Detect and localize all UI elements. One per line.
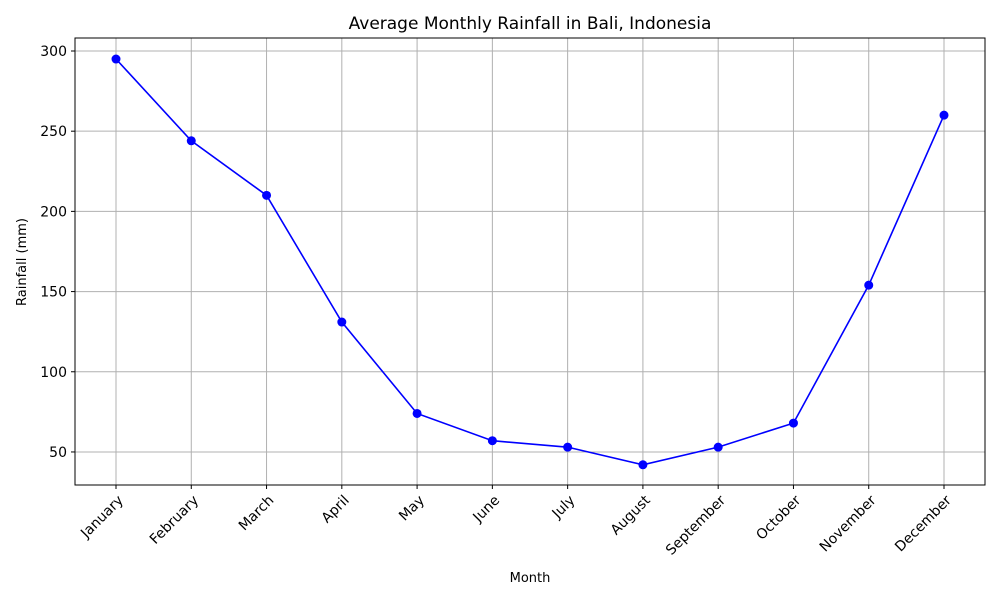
data-point	[713, 442, 723, 452]
y-tick-label: 200	[40, 204, 67, 220]
data-point	[864, 280, 874, 290]
x-tick-label: July	[549, 493, 579, 523]
y-tick-label: 300	[40, 44, 67, 60]
data-point	[337, 317, 347, 327]
data-point	[186, 136, 196, 146]
data-point	[412, 408, 422, 418]
x-tick-label: February	[147, 493, 202, 548]
x-tick-label: May	[396, 493, 428, 525]
data-point	[487, 436, 497, 446]
data-point	[638, 460, 648, 470]
y-tick-label: 150	[40, 285, 67, 301]
data-point	[563, 442, 573, 452]
x-tick-label: June	[470, 493, 504, 527]
y-tick-label: 100	[40, 365, 67, 381]
grid	[75, 38, 985, 485]
x-tick-label: October	[753, 492, 804, 543]
y-axis: 50 100 150 200 250 300	[40, 44, 75, 461]
data-point	[788, 418, 798, 428]
data-point	[939, 110, 949, 120]
x-tick-label: August	[608, 492, 654, 538]
chart-title: Average Monthly Rainfall in Bali, Indone…	[349, 14, 712, 34]
x-tick-label: April	[319, 493, 353, 527]
x-axis-label: Month	[510, 571, 551, 586]
x-tick-label: September	[663, 492, 729, 558]
x-tick-label: January	[77, 493, 127, 543]
x-axis: January February March April May June July Augu…	[77, 485, 955, 559]
y-tick-label: 250	[40, 124, 67, 140]
series-layer	[111, 54, 949, 470]
plot-frame	[74, 37, 986, 486]
x-tick-label: March	[236, 493, 277, 534]
data-point	[111, 54, 121, 64]
y-axis-label: Rainfall (mm)	[15, 218, 30, 306]
y-tick-label: 50	[49, 445, 67, 461]
x-tick-label: December	[892, 492, 955, 555]
data-point	[262, 190, 272, 200]
series-line	[115, 58, 945, 466]
x-tick-label: November	[817, 492, 880, 555]
